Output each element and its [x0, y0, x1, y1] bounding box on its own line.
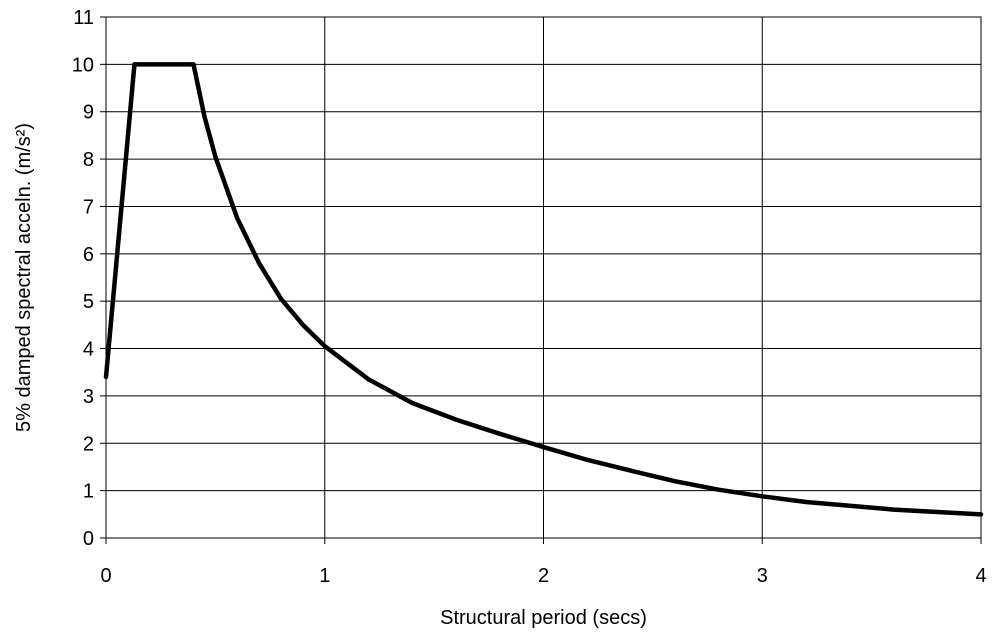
y-axis-title: 5% damped spectral acceln. (m/s²): [13, 123, 35, 432]
plot-frame: [105, 16, 982, 539]
y-tick-label: 0: [83, 528, 94, 550]
y-tick-label: 1: [83, 481, 94, 503]
y-tick-label: 9: [83, 102, 94, 124]
x-tick-label: 0: [100, 565, 111, 587]
axes: [100, 16, 982, 544]
y-tick-label: 8: [83, 149, 94, 171]
y-tick-label: 7: [83, 196, 94, 218]
y-tick-label: 11: [73, 7, 94, 29]
x-tick-label: 4: [975, 565, 986, 587]
y-tick-label: 6: [83, 244, 94, 266]
grid: [105, 16, 982, 539]
x-axis-title: Structural period (secs): [440, 607, 647, 629]
y-tick-label: 3: [83, 386, 94, 408]
series-layer: [103, 62, 984, 517]
y-tick-label: 5: [83, 291, 94, 313]
x-tick-label: 1: [319, 565, 330, 587]
tick-labels: 0 1 2 3 4 5 6 7 8 9 10 11 0 1 2 3 4: [72, 7, 987, 587]
x-tick-label: 2: [538, 565, 549, 587]
spectrum-line: [103, 62, 984, 517]
y-tick-label: 2: [83, 433, 94, 455]
x-tick-label: 3: [757, 565, 768, 587]
y-tick-label: 4: [83, 339, 94, 361]
y-tick-label: 10: [72, 54, 94, 76]
